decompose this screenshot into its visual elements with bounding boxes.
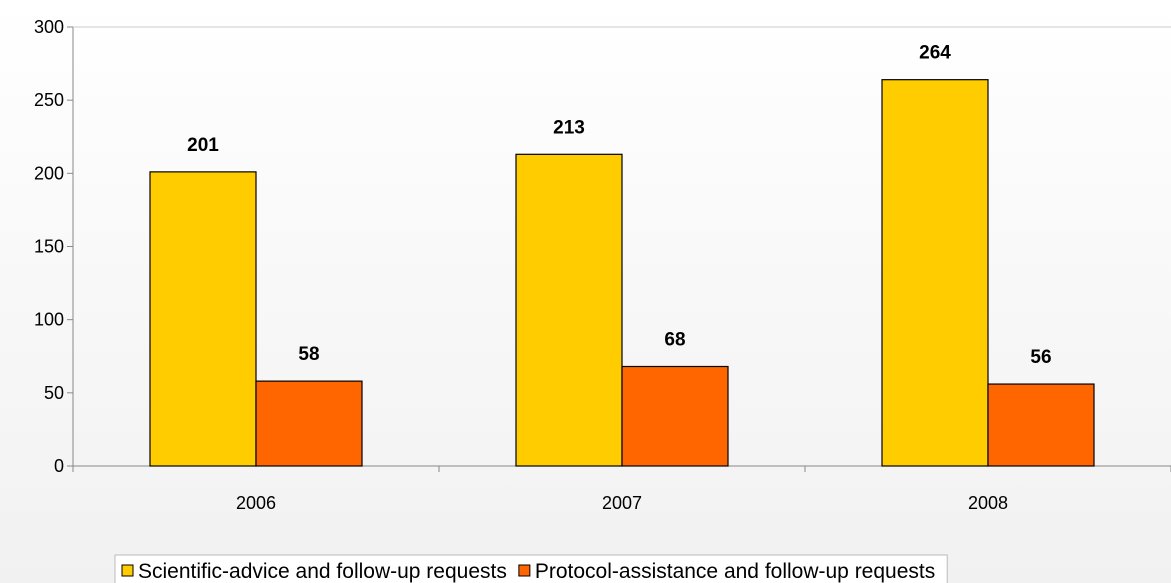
- x-tick-label: 2006: [236, 493, 276, 513]
- legend-swatch: [121, 564, 134, 577]
- x-tick-label: 2008: [968, 493, 1008, 513]
- y-tick-label: 0: [54, 456, 64, 476]
- legend-swatch: [518, 564, 531, 577]
- data-label: 58: [298, 344, 319, 365]
- bar-2006-series-1: [149, 171, 257, 467]
- bar-2007-series-1: [515, 153, 623, 467]
- legend-box: [114, 554, 948, 583]
- y-tick-label: 250: [34, 90, 64, 110]
- legend-label: Protocol-assistance and follow-up reques…: [535, 560, 935, 583]
- bar-2007-series-2: [621, 365, 729, 467]
- y-tick-label: 150: [34, 237, 64, 257]
- legend: Scientific-advice and follow-up requests…: [114, 554, 948, 583]
- bar-2006-series-2: [255, 380, 363, 467]
- data-label: 68: [664, 329, 685, 350]
- legend-label: Scientific-advice and follow-up requests: [138, 560, 507, 583]
- data-label: 264: [919, 43, 951, 64]
- bar-2008-series-2: [987, 383, 1095, 467]
- data-labels: 201 213 264 58 68 56: [187, 43, 1051, 368]
- y-tick-label: 50: [44, 383, 64, 403]
- y-tick-label: 200: [34, 163, 64, 183]
- bar-2008-series-1: [881, 79, 989, 467]
- x-tick-label: 2007: [602, 493, 642, 513]
- data-label: 56: [1030, 347, 1051, 368]
- bars: [149, 79, 1095, 467]
- data-label: 201: [187, 135, 219, 156]
- data-label: 213: [553, 117, 585, 138]
- y-tick-label: 300: [34, 17, 64, 37]
- y-tick-label: 100: [34, 310, 64, 330]
